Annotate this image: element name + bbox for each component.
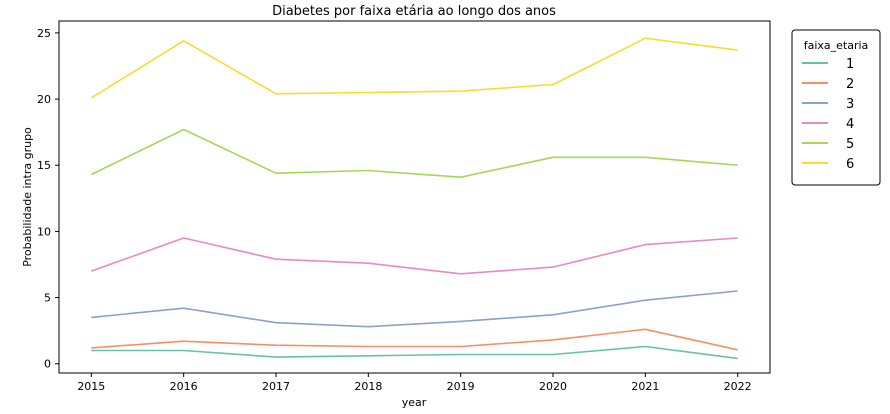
legend-title: faixa_etaria bbox=[804, 39, 869, 52]
x-tick-label: 2021 bbox=[631, 380, 659, 393]
series-line-5 bbox=[90, 128, 738, 178]
x-tick-label: 2022 bbox=[724, 380, 752, 393]
x-tick-label: 2015 bbox=[77, 380, 105, 393]
y-tick-label: 5 bbox=[44, 292, 51, 305]
y-axis-ticks: 0 5 10 15 20 25 bbox=[37, 27, 59, 371]
y-tick-label: 15 bbox=[37, 159, 51, 172]
x-tick-label: 2016 bbox=[170, 380, 198, 393]
x-axis-ticks: 2015 2016 2017 2018 2019 2020 2021 2022 bbox=[77, 373, 752, 393]
series-line-1 bbox=[91, 345, 738, 360]
legend-label-2: 2 bbox=[846, 77, 854, 92]
x-tick-label: 2020 bbox=[539, 380, 567, 393]
series-line-2 bbox=[91, 328, 738, 351]
y-tick-label: 25 bbox=[37, 27, 51, 40]
y-tick-label: 20 bbox=[37, 93, 51, 106]
x-tick-label: 2018 bbox=[354, 380, 382, 393]
legend-items: 1 2 3 4 5 6 bbox=[802, 57, 854, 172]
x-tick-label: 2019 bbox=[447, 380, 475, 393]
y-tick-label: 10 bbox=[37, 225, 51, 238]
legend-label-6: 6 bbox=[846, 157, 854, 172]
x-tick-label: 2017 bbox=[262, 380, 290, 393]
legend-label-4: 4 bbox=[846, 117, 854, 132]
x-axis-label: year bbox=[402, 396, 427, 409]
series-layer bbox=[90, 37, 738, 360]
series-line-4 bbox=[91, 237, 738, 275]
series-line-3 bbox=[91, 290, 738, 328]
y-axis-label: Probabilidade intra grupo bbox=[21, 127, 34, 267]
legend-label-5: 5 bbox=[846, 137, 854, 152]
legend: faixa_etaria 1 2 3 4 5 6 bbox=[791, 29, 881, 186]
y-tick-label: 0 bbox=[44, 358, 51, 371]
series-line-6 bbox=[90, 37, 738, 99]
legend-box bbox=[791, 29, 881, 186]
plot-area bbox=[58, 20, 771, 374]
legend-label-1: 1 bbox=[846, 57, 854, 72]
chart-title: Diabetes por faixa etária ao longo dos a… bbox=[272, 4, 556, 19]
legend-label-3: 3 bbox=[846, 97, 854, 112]
